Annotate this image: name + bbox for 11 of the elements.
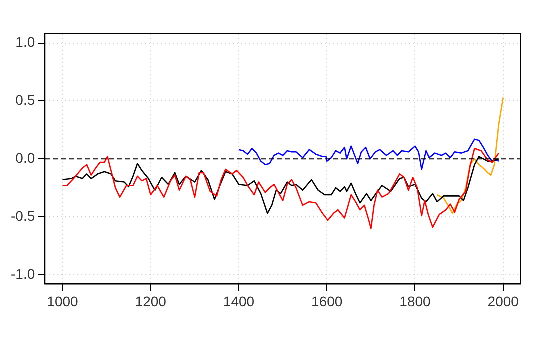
x-tick-label: 1000 xyxy=(47,293,79,310)
x-tick-label: 1800 xyxy=(400,293,432,310)
y-tick-label: -1.0 xyxy=(11,266,36,282)
y-tick-label: 1.0 xyxy=(16,34,36,50)
x-tick-label: 2000 xyxy=(488,293,520,310)
x-tick-label: 1200 xyxy=(135,293,167,310)
x-tick-label: 1600 xyxy=(312,293,343,310)
x-tick-label: 1400 xyxy=(223,293,255,310)
y-tick-label: 0.5 xyxy=(16,92,36,108)
y-tick-label: 0.0 xyxy=(16,150,36,166)
y-tick-label: -0.5 xyxy=(11,208,36,224)
